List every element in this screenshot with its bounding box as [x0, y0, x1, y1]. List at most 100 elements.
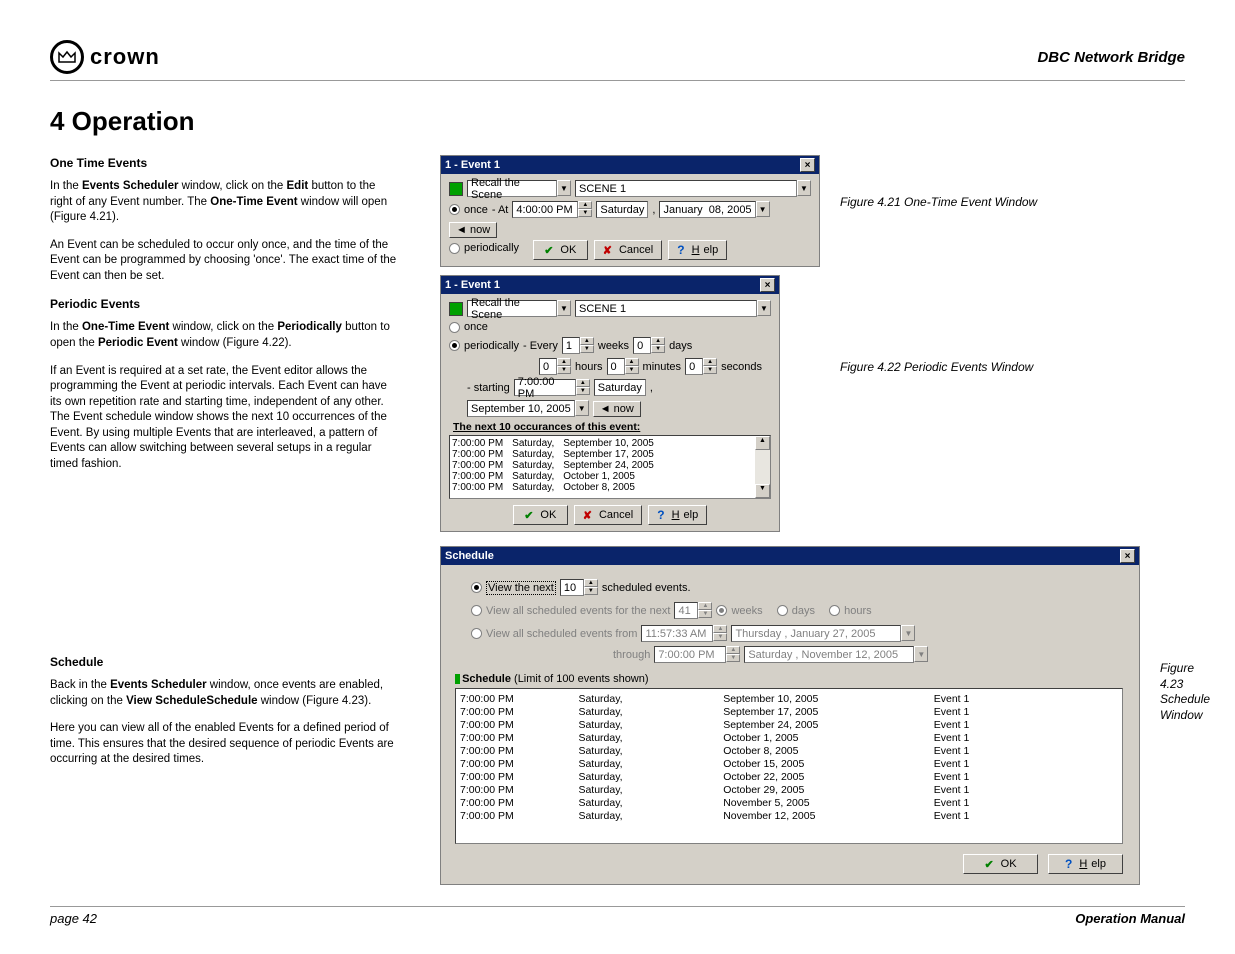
ok-button[interactable]: OK	[513, 505, 568, 525]
list-item[interactable]: 7:00:00 PMSaturday,October 1, 2005	[452, 471, 663, 482]
ok-button[interactable]: OK	[533, 240, 588, 260]
minutes-field[interactable]: 0	[607, 358, 625, 375]
radio-once[interactable]	[449, 322, 460, 333]
spinner-icon[interactable]: ▲▼	[703, 358, 717, 375]
para-onetime-2: An Event can be scheduled to occur only …	[50, 238, 400, 285]
hours-field[interactable]: 0	[539, 358, 557, 375]
chevron-down-icon[interactable]: ▼	[557, 300, 571, 316]
close-icon[interactable]: ×	[1120, 549, 1135, 563]
window-title: Schedule	[445, 550, 494, 562]
heading-onetime: One Time Events	[50, 155, 400, 171]
list-item[interactable]: 7:00:00 PMSaturday,September 24, 2005	[452, 460, 663, 471]
table-row[interactable]: 7:00:00 PMSaturday,October 1, 2005Event …	[460, 732, 1118, 745]
scroll-up-icon[interactable]: ▲	[755, 436, 770, 450]
chevron-down-icon[interactable]: ▼	[797, 180, 811, 196]
page-number: page 42	[50, 911, 97, 926]
spinner-icon[interactable]: ▲▼	[584, 579, 598, 596]
spinner-icon[interactable]: ▲▼	[713, 625, 727, 642]
scrollbar[interactable]: ▲ ▼	[755, 436, 770, 498]
radio-view-period[interactable]	[471, 605, 482, 616]
color-indicator	[449, 182, 463, 196]
manual-label: Operation Manual	[1075, 911, 1185, 926]
now-button[interactable]: ◄ now	[593, 401, 641, 417]
table-row[interactable]: 7:00:00 PMSaturday,September 10, 2005Eve…	[460, 693, 1118, 706]
now-button[interactable]: ◄ now	[449, 222, 497, 238]
spinner-icon[interactable]: ▲▼	[557, 358, 571, 375]
weeks-field[interactable]: 1	[562, 337, 580, 354]
seconds-field[interactable]: 0	[685, 358, 703, 375]
heading-schedule: Schedule	[50, 654, 400, 670]
chevron-down-icon[interactable]: ▼	[575, 400, 589, 416]
para-periodic-2: If an Event is required at a set rate, t…	[50, 364, 400, 473]
label-once: once	[464, 204, 488, 216]
from-date-field[interactable]: Thursday , January 27, 2005	[731, 625, 901, 642]
spinner-icon[interactable]: ▲▼	[698, 602, 712, 619]
schedule-list[interactable]: 7:00:00 PMSaturday,September 10, 2005Eve…	[455, 688, 1123, 844]
help-button[interactable]: Help	[1048, 854, 1123, 874]
label-periodically: periodically	[464, 242, 519, 254]
para-schedule-1: Back in the Events Scheduler window, onc…	[50, 678, 400, 709]
radio-periodically[interactable]	[449, 340, 460, 351]
ok-button[interactable]: OK	[963, 854, 1038, 874]
through-date-field[interactable]: Saturday , November 12, 2005	[744, 646, 914, 663]
table-row[interactable]: 7:00:00 PMSaturday,November 12, 2005Even…	[460, 810, 1118, 823]
body-text-column: One Time Events In the Events Scheduler …	[50, 155, 400, 893]
time-field[interactable]: 4:00:00 PM	[512, 201, 578, 218]
table-row[interactable]: 7:00:00 PMSaturday,September 24, 2005Eve…	[460, 719, 1118, 732]
close-icon[interactable]: ×	[760, 278, 775, 292]
table-row[interactable]: 7:00:00 PMSaturday,October 15, 2005Event…	[460, 758, 1118, 771]
chevron-down-icon[interactable]: ▼	[756, 201, 770, 217]
list-item[interactable]: 7:00:00 PMSaturday,October 8, 2005	[452, 482, 663, 493]
spinner-icon[interactable]: ▲▼	[726, 646, 740, 663]
radio-hours[interactable]	[829, 605, 840, 616]
periodic-event-window: 1 - Event 1 × Recall the Scene ▼ SCENE 1…	[440, 275, 780, 532]
table-row[interactable]: 7:00:00 PMSaturday,October 29, 2005Event…	[460, 784, 1118, 797]
radio-view-range[interactable]	[471, 628, 482, 639]
spinner-icon[interactable]: ▲▼	[576, 379, 590, 396]
chevron-down-icon[interactable]: ▼	[557, 180, 571, 196]
day-field: Saturday	[596, 201, 648, 218]
list-item[interactable]: 7:00:00 PMSaturday,September 10, 2005	[452, 438, 663, 449]
cancel-button[interactable]: Cancel	[594, 240, 662, 260]
label-once: once	[464, 321, 488, 333]
chevron-down-icon[interactable]: ▼	[914, 646, 928, 662]
from-time-field[interactable]: 11:57:33 AM	[641, 625, 713, 642]
starting-date-field[interactable]: September 10, 2005	[467, 400, 575, 417]
table-row[interactable]: 7:00:00 PMSaturday,October 22, 2005Event…	[460, 771, 1118, 784]
table-row[interactable]: 7:00:00 PMSaturday,September 17, 2005Eve…	[460, 706, 1118, 719]
table-row[interactable]: 7:00:00 PMSaturday,October 8, 2005Event …	[460, 745, 1118, 758]
schedule-window: Schedule × View the next 10▲▼ scheduled …	[440, 546, 1140, 885]
time-spinner[interactable]: ▲▼	[578, 201, 592, 218]
spinner-icon[interactable]: ▲▼	[580, 337, 594, 354]
scene-dropdown[interactable]: SCENE 1	[575, 300, 757, 317]
scene-dropdown[interactable]: SCENE 1	[575, 180, 797, 197]
count-field[interactable]: 10	[560, 579, 584, 596]
para-periodic-1: In the One-Time Event window, click on t…	[50, 320, 400, 351]
figure-caption-423: Figure 4.23 Schedule Window	[1160, 661, 1210, 723]
radio-view-next[interactable]	[471, 582, 482, 593]
help-button[interactable]: Help	[648, 505, 707, 525]
table-row[interactable]: 7:00:00 PMSaturday,November 5, 2005Event…	[460, 797, 1118, 810]
radio-once[interactable]	[449, 204, 460, 215]
help-button[interactable]: Help	[668, 240, 727, 260]
spinner-icon[interactable]: ▲▼	[625, 358, 639, 375]
radio-days[interactable]	[777, 605, 788, 616]
list-item[interactable]: 7:00:00 PMSaturday,September 17, 2005	[452, 449, 663, 460]
spinner-icon[interactable]: ▲▼	[651, 337, 665, 354]
color-indicator	[449, 302, 463, 316]
radio-weeks[interactable]	[716, 605, 727, 616]
chevron-down-icon[interactable]: ▼	[757, 300, 771, 316]
action-dropdown[interactable]: Recall the Scene	[467, 180, 557, 197]
through-time-field[interactable]: 7:00:00 PM	[654, 646, 726, 663]
period-field[interactable]: 41	[674, 602, 698, 619]
date-field[interactable]: January 08, 2005	[659, 201, 755, 218]
radio-periodically[interactable]	[449, 243, 460, 254]
occurrences-listbox[interactable]: 7:00:00 PMSaturday,September 10, 20057:0…	[449, 435, 771, 499]
action-dropdown[interactable]: Recall the Scene	[467, 300, 557, 317]
days-field[interactable]: 0	[633, 337, 651, 354]
cancel-button[interactable]: Cancel	[574, 505, 642, 525]
starting-time-field[interactable]: 7:00:00 PM	[514, 379, 576, 396]
chevron-down-icon[interactable]: ▼	[901, 625, 915, 641]
scroll-down-icon[interactable]: ▼	[755, 484, 770, 498]
close-icon[interactable]: ×	[800, 158, 815, 172]
